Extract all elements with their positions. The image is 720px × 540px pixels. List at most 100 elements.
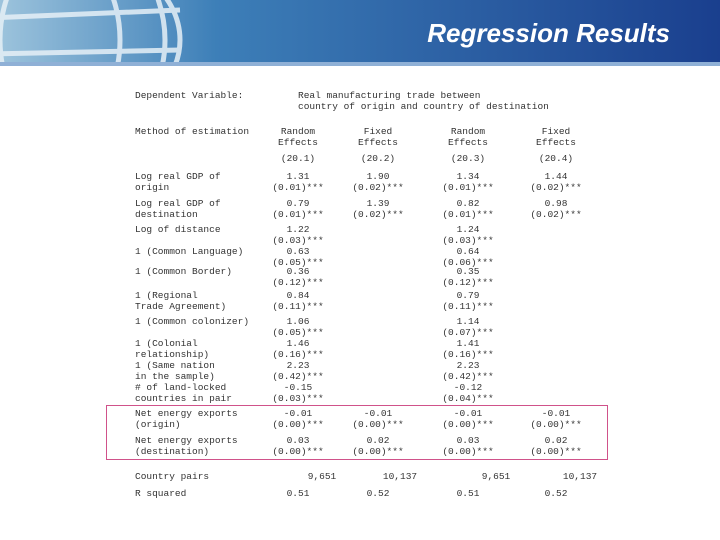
- method-name: Fixed: [541, 126, 571, 137]
- summary-value: 0.52: [544, 488, 568, 499]
- method-name: Effects: [536, 137, 576, 148]
- coefficient: -0.15: [283, 382, 313, 393]
- dependent-label: Dependent Variable:: [135, 90, 244, 101]
- coefficient: 0.63: [286, 246, 310, 257]
- row-label: (origin): [135, 419, 181, 430]
- row-label: 1 (Same nation: [135, 360, 215, 371]
- standard-error: (0.42)***: [442, 371, 494, 382]
- standard-error: (0.02)***: [352, 209, 404, 220]
- coefficient: 1.90: [366, 171, 390, 182]
- standard-error: (0.00)***: [272, 446, 324, 457]
- row-label: (destination): [135, 446, 210, 457]
- summary-value: 10,137: [382, 471, 418, 482]
- summary-value: 10,137: [562, 471, 598, 482]
- summary-label: Country pairs: [135, 471, 210, 482]
- standard-error: (0.03)***: [272, 235, 324, 246]
- highlight-box: [106, 405, 608, 460]
- method-name: Random: [280, 126, 316, 137]
- coefficient: 0.82: [456, 198, 480, 209]
- coefficient: -0.01: [283, 408, 313, 419]
- standard-error: (0.02)***: [530, 182, 582, 193]
- standard-error: (0.06)***: [442, 257, 494, 268]
- banner: [0, 0, 720, 66]
- coefficient: 0.03: [456, 435, 480, 446]
- row-label: Net energy exports: [135, 408, 238, 419]
- row-label: 1 (Colonial: [135, 338, 198, 349]
- model-number: (20.4): [538, 153, 574, 164]
- coefficient: 1.46: [286, 338, 310, 349]
- coefficient: 0.79: [286, 198, 310, 209]
- standard-error: (0.02)***: [530, 209, 582, 220]
- model-number: (20.2): [360, 153, 396, 164]
- row-label: countries in pair: [135, 393, 232, 404]
- coefficient: 0.02: [366, 435, 390, 446]
- summary-value: 9,651: [307, 471, 337, 482]
- row-label: Log real GDP of: [135, 198, 221, 209]
- coefficient: 1.41: [456, 338, 480, 349]
- coefficient: 1.14: [456, 316, 480, 327]
- coefficient: 0.02: [544, 435, 568, 446]
- coefficient: 0.36: [286, 266, 310, 277]
- coefficient: 0.98: [544, 198, 568, 209]
- coefficient: 1.22: [286, 224, 310, 235]
- slide-title: Regression Results: [427, 18, 670, 48]
- coefficient: 2.23: [456, 360, 480, 371]
- row-label: 1 (Common colonizer): [135, 316, 250, 327]
- standard-error: (0.02)***: [352, 182, 404, 193]
- standard-error: (0.12)***: [442, 277, 494, 288]
- summary-value: 9,651: [481, 471, 511, 482]
- coefficient: -0.01: [453, 408, 483, 419]
- standard-error: (0.00)***: [442, 446, 494, 457]
- coefficient: -0.12: [453, 382, 483, 393]
- standard-error: (0.42)***: [272, 371, 324, 382]
- coefficient: 1.39: [366, 198, 390, 209]
- standard-error: (0.01)***: [442, 209, 494, 220]
- row-label: relationship): [135, 349, 210, 360]
- row-label: 1 (Regional: [135, 290, 198, 301]
- standard-error: (0.01)***: [442, 182, 494, 193]
- row-label: destination: [135, 209, 198, 220]
- summary-value: 0.51: [286, 488, 310, 499]
- coefficient: 0.79: [456, 290, 480, 301]
- standard-error: (0.05)***: [272, 327, 324, 338]
- coefficient: 1.34: [456, 171, 480, 182]
- standard-error: (0.07)***: [442, 327, 494, 338]
- coefficient: 1.06: [286, 316, 310, 327]
- standard-error: (0.03)***: [442, 235, 494, 246]
- summary-value: 0.51: [456, 488, 480, 499]
- dependent-value: Real manufacturing trade between: [298, 90, 481, 101]
- coefficient: -0.01: [363, 408, 393, 419]
- standard-error: (0.04)***: [442, 393, 494, 404]
- standard-error: (0.03)***: [272, 393, 324, 404]
- row-label: Log of distance: [135, 224, 221, 235]
- standard-error: (0.00)***: [530, 419, 582, 430]
- standard-error: (0.00)***: [352, 419, 404, 430]
- method-name: Effects: [358, 137, 398, 148]
- coefficient: 2.23: [286, 360, 310, 371]
- summary-label: R squared: [135, 488, 187, 499]
- row-label: # of land-locked: [135, 382, 227, 393]
- coefficient: 0.84: [286, 290, 310, 301]
- row-label: 1 (Common Border): [135, 266, 232, 277]
- standard-error: (0.05)***: [272, 257, 324, 268]
- coefficient: 0.64: [456, 246, 480, 257]
- dependent-value: country of origin and country of destina…: [298, 101, 549, 112]
- method-label: Method of estimation: [135, 126, 250, 137]
- standard-error: (0.01)***: [272, 182, 324, 193]
- model-number: (20.1): [280, 153, 316, 164]
- row-label: in the sample): [135, 371, 215, 382]
- method-name: Effects: [448, 137, 488, 148]
- coefficient: -0.01: [541, 408, 571, 419]
- row-label: Net energy exports: [135, 435, 238, 446]
- coefficient: 1.24: [456, 224, 480, 235]
- standard-error: (0.12)***: [272, 277, 324, 288]
- method-name: Random: [450, 126, 486, 137]
- standard-error: (0.11)***: [442, 301, 494, 312]
- model-number: (20.3): [450, 153, 486, 164]
- standard-error: (0.11)***: [272, 301, 324, 312]
- row-label: Trade Agreement): [135, 301, 227, 312]
- standard-error: (0.00)***: [442, 419, 494, 430]
- standard-error: (0.01)***: [272, 209, 324, 220]
- row-label: 1 (Common Language): [135, 246, 244, 257]
